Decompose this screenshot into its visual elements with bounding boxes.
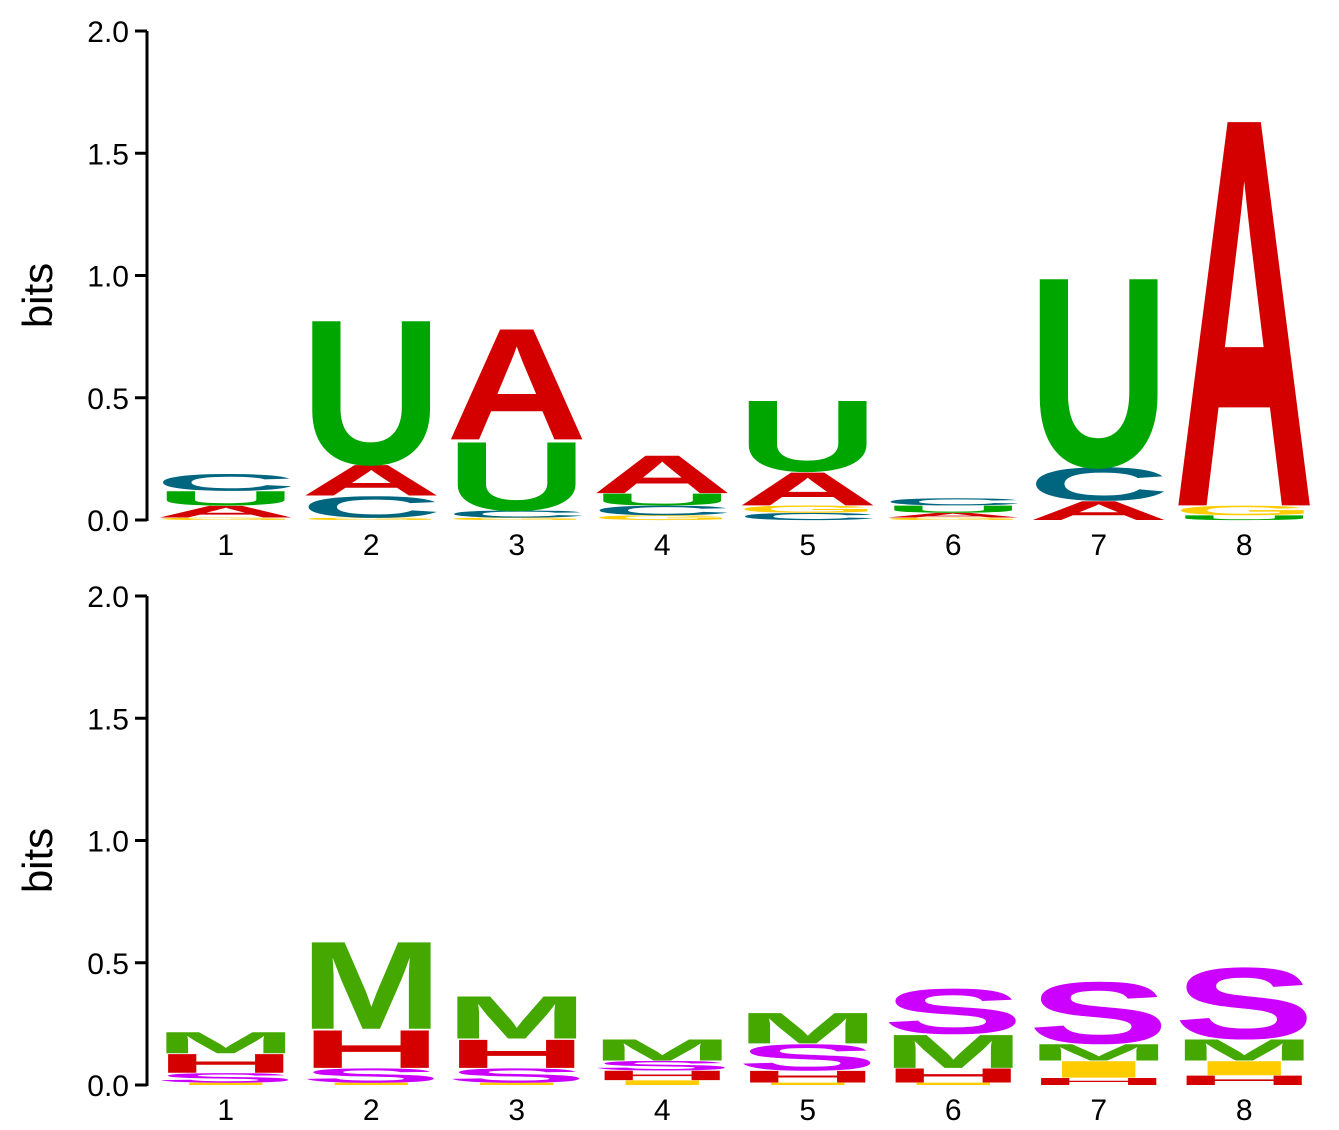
- y-tick-label: 0.0: [87, 1070, 129, 1103]
- logo-letter-c: C: [301, 490, 443, 524]
- logo-letter-c: C: [592, 503, 733, 518]
- logo-letter-i: I: [155, 1082, 296, 1086]
- logo-letter-g: G: [301, 517, 442, 521]
- logo-letter-i: I: [1028, 1056, 1169, 1083]
- position-label: 1: [217, 529, 234, 562]
- logo-letter-g: G: [592, 514, 733, 522]
- y-tick-label: 0.5: [87, 948, 129, 981]
- position-label: 2: [363, 529, 380, 562]
- logo-letter-i: I: [1174, 1057, 1315, 1080]
- logo-letter-i: I: [592, 1079, 733, 1087]
- logo-letter-u: U: [737, 380, 878, 494]
- position-label: 4: [654, 529, 671, 562]
- logo-letter-u: U: [301, 276, 443, 508]
- logo-letter-h: H: [883, 1064, 1024, 1087]
- position-label: 6: [945, 529, 962, 562]
- logo-letter-h: H: [446, 1031, 587, 1076]
- logo-letter-a: A: [301, 456, 442, 505]
- logo-letter-u: U: [1174, 514, 1315, 522]
- y-tick-label: 0.0: [87, 505, 129, 538]
- logo-letter-s: S: [883, 976, 1024, 1048]
- logo-letter-s: S: [446, 1064, 587, 1087]
- logo-letter-u: U: [155, 487, 296, 510]
- logo-letter-c: C: [1028, 458, 1169, 511]
- y-tick-label: 1.5: [87, 138, 129, 171]
- logo-letter-c: C: [446, 508, 587, 519]
- logo-letter-m: M: [883, 1025, 1024, 1078]
- logo-letter-u: U: [446, 421, 588, 531]
- logo-letter-c: C: [155, 469, 296, 496]
- position-label: 1: [217, 1094, 234, 1127]
- logo-letter-m: M: [301, 915, 442, 1055]
- y-tick-label: 1.5: [87, 703, 129, 736]
- y-tick-label: 2.0: [87, 16, 129, 49]
- position-label: 8: [1236, 529, 1253, 562]
- logo-letter-m: M: [737, 1004, 878, 1053]
- y-tick-label: 0.5: [87, 383, 129, 416]
- logo-letter-s: S: [1174, 947, 1315, 1061]
- logo-letter-h: H: [737, 1067, 878, 1086]
- logo-letter-h: H: [301, 1019, 442, 1079]
- logo-letter-h: H: [592, 1068, 733, 1083]
- logo-letter-h: H: [1028, 1076, 1169, 1087]
- y-axis-label: bits: [14, 263, 61, 328]
- position-label: 7: [1090, 529, 1107, 562]
- logo-letter-a: A: [1174, 2, 1316, 624]
- logo-letter-s: S: [301, 1064, 442, 1087]
- logo-letter-c: C: [883, 496, 1024, 507]
- logo-letter-g: G: [883, 517, 1024, 521]
- logo-letter-m: M: [592, 1033, 733, 1067]
- logo-letter-h: H: [155, 1048, 297, 1078]
- logo-letter-i: I: [883, 1082, 1024, 1086]
- logo-letter-m: M: [1174, 1033, 1315, 1067]
- position-label: 4: [654, 1094, 671, 1127]
- logo-letter-g: G: [155, 517, 296, 521]
- logo-letter-a: A: [737, 463, 878, 516]
- logo-letter-s: S: [737, 1037, 878, 1079]
- logo-letter-s: S: [592, 1058, 733, 1073]
- position-label: 7: [1090, 1094, 1107, 1127]
- position-label: 8: [1236, 1094, 1253, 1127]
- logo-letter-g: G: [446, 517, 587, 521]
- position-label: 3: [508, 529, 525, 562]
- position-label: 6: [945, 1094, 962, 1127]
- logo-letter-u: U: [592, 490, 733, 509]
- logo-letter-s: S: [1028, 964, 1169, 1062]
- logo-letter-i: I: [301, 1082, 442, 1086]
- logo-letter-a: A: [592, 444, 733, 504]
- y-tick-label: 1.0: [87, 261, 129, 294]
- logo-letter-a: A: [446, 295, 587, 474]
- logo-letter-c: C: [737, 511, 878, 522]
- logo-letter-a: A: [883, 511, 1024, 519]
- logo-letter-i: I: [446, 1082, 587, 1086]
- position-label: 5: [799, 529, 816, 562]
- y-tick-label: 1.0: [87, 826, 129, 859]
- logo-letter-m: M: [446, 983, 587, 1051]
- y-axis-label: bits: [14, 828, 61, 893]
- logo-letter-m: M: [155, 1026, 296, 1060]
- logo-letter-s: S: [155, 1070, 296, 1085]
- logo-letter-u: U: [883, 503, 1024, 514]
- logo-letter-g: G: [737, 503, 878, 514]
- logo-letter-g: G: [1174, 503, 1315, 518]
- position-label: 3: [508, 1094, 525, 1127]
- logo-letter-a: A: [1028, 495, 1170, 525]
- position-label: 5: [799, 1094, 816, 1127]
- logo-letter-a: A: [155, 502, 296, 521]
- logo-letter-m: M: [1028, 1039, 1169, 1066]
- logo-letter-h: H: [1174, 1073, 1315, 1088]
- logo-letter-i: I: [737, 1082, 878, 1086]
- y-tick-label: 2.0: [87, 581, 129, 614]
- position-label: 2: [363, 1094, 380, 1127]
- logo-letter-u: U: [1028, 222, 1169, 525]
